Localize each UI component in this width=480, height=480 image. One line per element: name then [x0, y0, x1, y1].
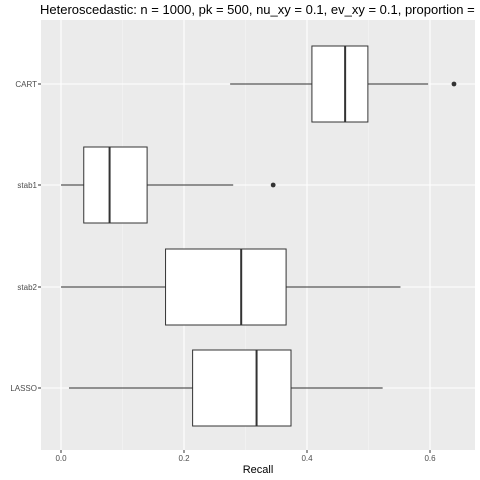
chart-title: Heteroscedastic: n = 1000, pk = 500, nu_… — [40, 2, 475, 17]
x-tick-label: 0.2 — [178, 454, 190, 463]
box-series — [61, 45, 457, 427]
y-tick-label: stab2 — [17, 283, 37, 292]
box-body — [83, 146, 148, 224]
box-body — [311, 45, 369, 123]
x-tick-label: 0.6 — [424, 454, 436, 463]
y-tick-label: stab1 — [17, 181, 37, 190]
box-body — [165, 248, 287, 326]
outlier-point — [451, 81, 457, 87]
box-body — [192, 349, 292, 427]
x-tick-label: 0.4 — [301, 454, 313, 463]
x-axis: 0.0 0.2 0.4 0.6 — [55, 450, 436, 463]
x-axis-title: Recall — [243, 464, 274, 476]
x-tick-label: 0.0 — [55, 454, 67, 463]
box-stab2 — [61, 248, 401, 326]
y-axis: CART stab1 stab2 LASSO — [10, 80, 41, 393]
y-tick-label: CART — [15, 80, 37, 89]
box-stab1 — [61, 146, 276, 224]
box-lasso — [68, 349, 383, 427]
y-tick-label: LASSO — [10, 384, 37, 393]
outlier-point — [270, 182, 276, 188]
box-cart — [230, 45, 457, 123]
